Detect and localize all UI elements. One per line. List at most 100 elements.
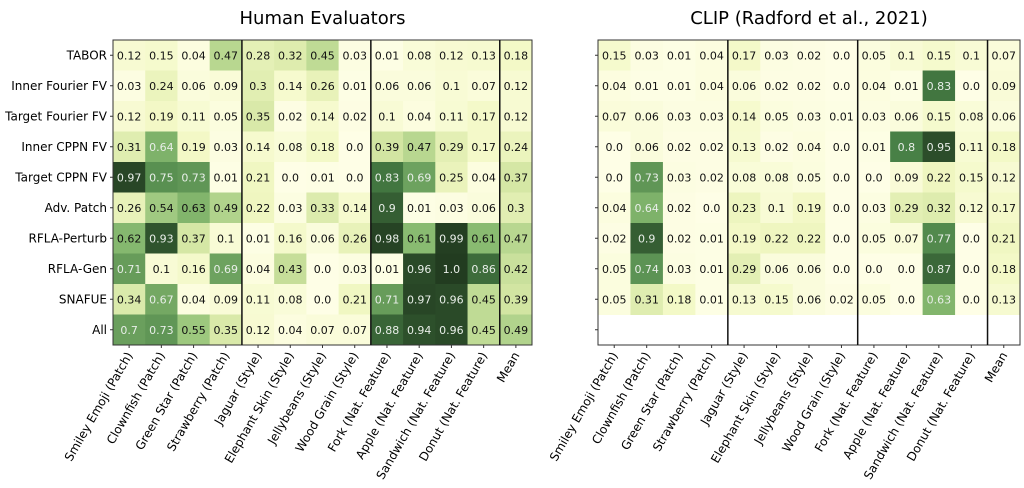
cell-label: 0.05 <box>602 263 627 276</box>
row-label: SNAFUE <box>59 292 107 306</box>
cell-label: 0.13 <box>732 141 757 154</box>
heatmap-cell <box>370 101 404 132</box>
cell-label: 0.04 <box>602 80 627 93</box>
heatmap-cell <box>209 70 243 102</box>
cell-label: 0.42 <box>504 263 529 276</box>
cell-label: 0.16 <box>181 263 206 276</box>
cell-label: 0.0 <box>833 80 851 93</box>
heatmap-cell <box>630 101 664 132</box>
cell-label: 0.05 <box>862 293 887 306</box>
heatmap-cell <box>177 223 211 254</box>
cell-label: 0.12 <box>439 49 464 62</box>
cell-label: 0.02 <box>278 110 303 123</box>
cell-label: 0.02 <box>342 110 367 123</box>
heatmap-cell <box>467 70 501 102</box>
cell-label: 0.0 <box>346 141 364 154</box>
cell-label: 0.0 <box>282 171 300 184</box>
cell-label: 0.26 <box>117 202 142 215</box>
cell-label: 0.07 <box>894 232 919 245</box>
cell-label: 0.9 <box>638 232 656 245</box>
heatmap-cell <box>727 70 761 102</box>
cell-label: 0.12 <box>504 80 529 93</box>
heatmap-cell <box>145 223 178 254</box>
heatmap-cell <box>922 70 956 102</box>
heatmap-cell <box>435 40 469 71</box>
heatmap-cell <box>890 131 924 163</box>
heatmap-cell <box>922 131 956 163</box>
heatmap-cell <box>760 284 794 315</box>
heatmap-cell <box>209 40 243 71</box>
heatmap-cell <box>825 253 859 285</box>
heatmap-cell <box>274 131 307 163</box>
heatmap-cell <box>370 314 404 346</box>
cell-label: 0.0 <box>605 141 623 154</box>
heatmap-cell <box>467 131 501 163</box>
heatmap-cell <box>435 223 469 254</box>
column-label: Mean <box>982 350 1010 385</box>
cell-label: 0.61 <box>471 232 496 245</box>
heatmap-cell <box>727 284 761 315</box>
cell-label: 0.0 <box>963 80 981 93</box>
heatmap-cell <box>987 131 1021 163</box>
cell-label: 0.22 <box>246 202 271 215</box>
heatmap-cell <box>177 314 211 346</box>
heatmap-cell <box>370 162 404 193</box>
heatmap-cell <box>857 131 891 163</box>
heatmap-cell <box>306 253 340 285</box>
heatmap-cell <box>403 253 436 285</box>
cell-label: 0.22 <box>927 171 952 184</box>
cell-label: 0.49 <box>504 324 529 337</box>
cell-label: 0.83 <box>927 80 952 93</box>
heatmap-cell <box>403 284 436 315</box>
cell-label: 0.7 <box>120 324 138 337</box>
cell-label: 0.06 <box>471 202 496 215</box>
heatmap-cell <box>306 314 340 346</box>
cell-label: 0.29 <box>732 263 757 276</box>
heatmap-cell <box>987 101 1021 132</box>
heatmap-cell <box>467 284 501 315</box>
cell-label: 0.0 <box>346 171 364 184</box>
cell-label: 0.03 <box>634 49 659 62</box>
heatmap-cell <box>792 223 826 254</box>
cell-label: 0.04 <box>181 49 206 62</box>
heatmap-cell <box>274 223 307 254</box>
cell-label: 0.02 <box>764 141 789 154</box>
cell-label: 0.08 <box>959 110 984 123</box>
heatmap-cell <box>825 162 859 193</box>
cell-label: 0.06 <box>407 80 432 93</box>
cell-label: 0.01 <box>667 80 692 93</box>
cell-label: 0.21 <box>246 171 271 184</box>
cell-label: 0.02 <box>764 80 789 93</box>
row-label: Target CPPN FV <box>14 170 107 184</box>
cell-label: 0.11 <box>959 141 984 154</box>
heatmap-cell <box>662 192 696 224</box>
heatmap-cell <box>630 131 664 163</box>
heatmap-cell <box>145 131 178 163</box>
heatmap-cell <box>177 192 211 224</box>
cell-label: 0.01 <box>407 202 432 215</box>
cell-label: 0.15 <box>764 293 789 306</box>
cell-label: 0.07 <box>471 80 496 93</box>
heatmap-cell <box>792 131 826 163</box>
cell-label: 0.8 <box>898 141 916 154</box>
cell-label: 0.05 <box>602 293 627 306</box>
cell-label: 0.73 <box>149 324 174 337</box>
heatmap-cell <box>177 253 211 285</box>
heatmap-cell <box>499 223 533 254</box>
cell-label: 0.07 <box>310 324 335 337</box>
heatmap-cell <box>760 70 794 102</box>
cell-label: 0.43 <box>278 263 303 276</box>
cell-label: 0.03 <box>117 80 142 93</box>
heatmap-cell <box>792 192 826 224</box>
heatmap-cell <box>662 253 696 285</box>
chart-title: Human Evaluators <box>240 8 406 29</box>
heatmap-cell <box>662 284 696 315</box>
heatmap-cell <box>403 162 436 193</box>
cell-label: 0.33 <box>310 202 335 215</box>
cell-label: 0.1 <box>443 80 461 93</box>
cell-label: 0.96 <box>439 293 464 306</box>
heatmap-cell <box>403 223 436 254</box>
heatmap-cell <box>338 131 372 163</box>
cell-label: 0.13 <box>471 49 496 62</box>
heatmap-cell <box>987 40 1021 71</box>
